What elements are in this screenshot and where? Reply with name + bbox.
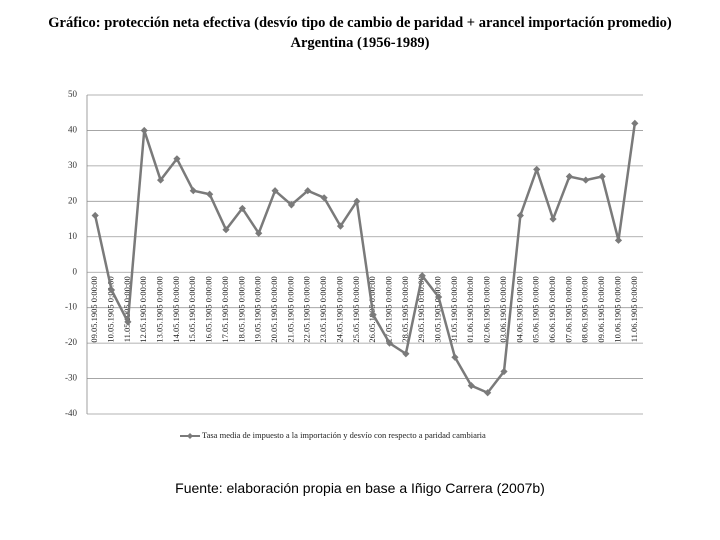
x-tick-label: 17.05.1905 0:00:00	[220, 276, 230, 342]
x-tick-label: 01.06.1905 0:00:00	[465, 276, 475, 342]
y-tick-label: -30	[65, 373, 77, 383]
chart-subtitle: Argentina (1956-1989)	[291, 35, 430, 51]
data-point	[402, 350, 410, 358]
x-tick-label: 31.05.1905 0:00:00	[449, 276, 459, 342]
x-tick-label: 11.06.1905 0:00:00	[629, 276, 639, 342]
data-point	[255, 229, 263, 237]
data-point	[467, 382, 475, 390]
x-tick-label: 09.05.1905 0:00:00	[89, 276, 99, 342]
x-tick-label: 20.05.1905 0:00:00	[269, 276, 279, 342]
data-point	[173, 155, 181, 163]
data-point	[91, 211, 99, 220]
y-tick-label: 10	[68, 231, 78, 241]
x-tick-label: 10.05.1905 0:00:00	[105, 276, 115, 342]
y-tick-label: 20	[68, 195, 78, 205]
data-point	[500, 367, 508, 376]
x-tick-label: 22.05.1905 0:00:00	[302, 276, 312, 342]
data-point	[369, 311, 377, 319]
x-tick-label: 24.05.1905 0:00:00	[334, 276, 344, 342]
y-tick-label: -10	[65, 302, 77, 312]
x-tick-label: 30.05.1905 0:00:00	[433, 276, 443, 342]
data-point	[549, 215, 557, 223]
x-tick-label: 08.06.1905 0:00:00	[580, 276, 590, 342]
data-point	[140, 126, 148, 135]
data-point	[222, 226, 230, 234]
data-point	[320, 194, 328, 202]
data-point	[533, 165, 541, 174]
y-tick-label: 30	[68, 160, 78, 170]
x-tick-label: 29.05.1905 0:00:00	[416, 276, 426, 342]
x-tick-label: 03.06.1905 0:00:00	[498, 276, 508, 342]
x-tick-label: 19.05.1905 0:00:00	[253, 276, 263, 342]
legend-marker	[187, 433, 193, 439]
source-note: Fuente: elaboración propia en base a Iñi…	[175, 480, 545, 496]
data-point	[516, 211, 524, 220]
data-point	[451, 353, 459, 361]
x-tick-label: 12.05.1905 0:00:00	[138, 276, 148, 342]
data-point	[287, 201, 296, 209]
x-tick-label: 18.05.1905 0:00:00	[236, 276, 246, 342]
data-point	[336, 222, 345, 230]
data-point	[582, 176, 590, 184]
data-point	[124, 318, 132, 326]
x-tick-label: 10.06.1905 0:00:00	[612, 276, 622, 342]
x-tick-label: 14.05.1905 0:00:00	[171, 276, 181, 342]
y-tick-label: 40	[68, 125, 78, 135]
data-point	[238, 204, 246, 213]
x-tick-label: 11.05.1905 0:00:00	[122, 276, 132, 342]
x-tick-label: 15.05.1905 0:00:00	[187, 276, 197, 342]
x-tick-label: 21.05.1905 0:00:00	[285, 276, 295, 342]
data-point	[418, 272, 426, 280]
legend-label: Tasa media de impuesto a la importación …	[202, 430, 486, 440]
data-point	[434, 293, 443, 301]
x-tick-label: 07.06.1905 0:00:00	[563, 276, 573, 342]
y-tick-label: 0	[73, 266, 78, 276]
x-tick-label: 05.06.1905 0:00:00	[531, 276, 541, 342]
y-tick-label: 50	[68, 89, 78, 99]
data-point	[304, 187, 312, 195]
data-point	[353, 197, 361, 205]
x-tick-label: 02.06.1905 0:00:00	[482, 276, 492, 342]
data-point	[614, 236, 623, 244]
data-point	[156, 176, 165, 184]
y-tick-label: -20	[65, 337, 77, 347]
data-point	[107, 286, 116, 294]
data-point	[484, 389, 492, 397]
x-tick-label: 09.06.1905 0:00:00	[596, 276, 606, 342]
x-tick-label: 23.05.1905 0:00:00	[318, 276, 328, 342]
x-tick-label: 28.05.1905 0:00:00	[400, 276, 410, 342]
x-tick-label: 27.05.1905 0:00:00	[383, 276, 393, 342]
data-point	[565, 172, 574, 181]
x-tick-label: 06.06.1905 0:00:00	[547, 276, 557, 342]
data-point	[271, 187, 279, 195]
data-point	[598, 172, 606, 181]
y-tick-label: -40	[65, 408, 77, 418]
data-point	[206, 190, 214, 198]
data-point	[189, 187, 197, 195]
x-tick-label: 13.05.1905 0:00:00	[155, 276, 165, 342]
x-tick-label: 04.06.1905 0:00:00	[514, 276, 524, 342]
chart-title: Gráfico: protección neta efectiva (desví…	[48, 15, 672, 31]
data-point	[631, 119, 639, 127]
data-line	[93, 123, 637, 395]
data-point	[385, 339, 394, 347]
x-tick-label: 16.05.1905 0:00:00	[204, 276, 214, 342]
x-tick-label: 25.05.1905 0:00:00	[351, 276, 361, 342]
